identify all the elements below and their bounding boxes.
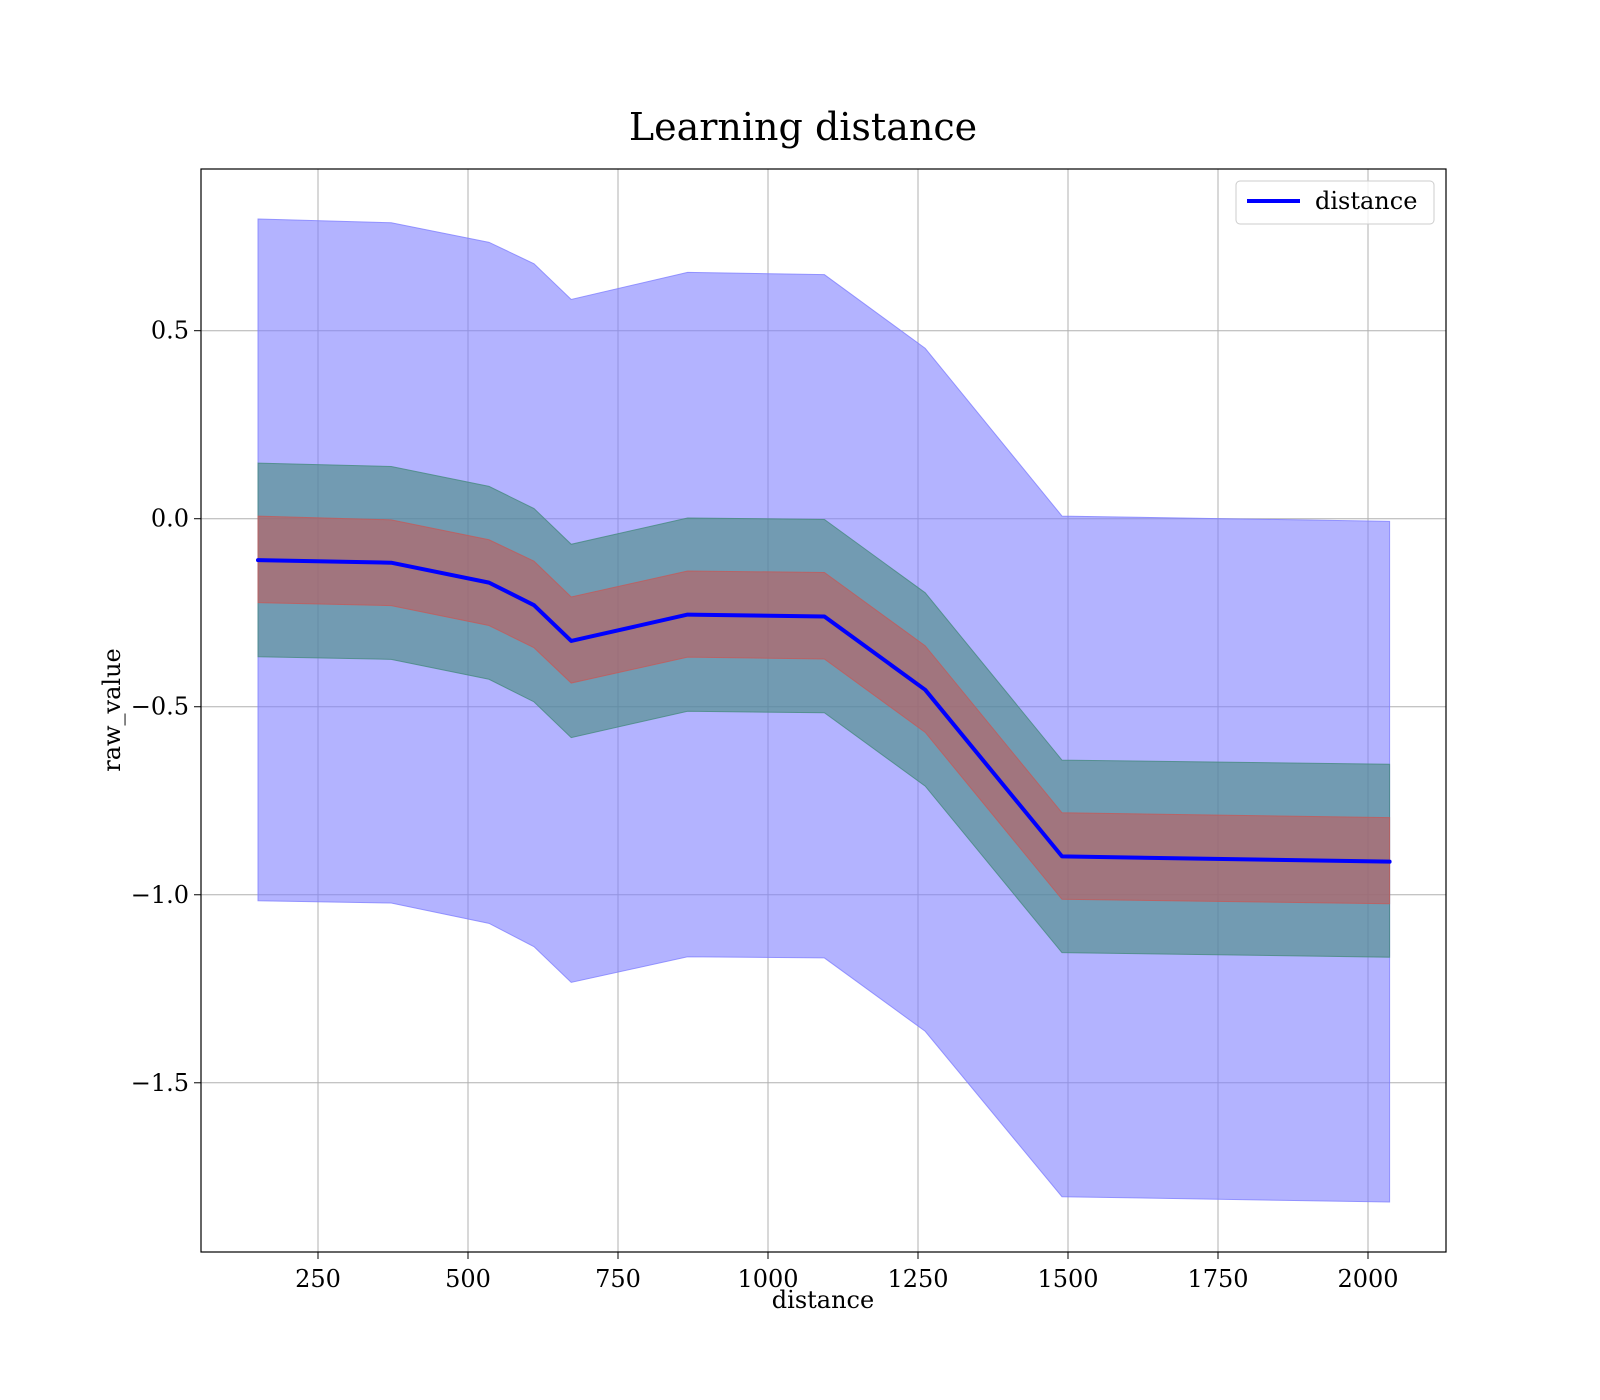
legend-box: [1235, 180, 1435, 225]
x-tick-label: 500: [445, 1265, 491, 1293]
x-tick-label: 1750: [1187, 1265, 1248, 1293]
x-tick-label: 750: [595, 1265, 641, 1293]
y-axis-ticks: 0.5 0.0 −0.5 −1.0 −1.5: [131, 317, 201, 1097]
legend: distance: [1235, 180, 1435, 225]
x-tick-label: 1500: [1037, 1265, 1098, 1293]
legend-label: distance: [1315, 187, 1417, 215]
x-tick-label: 2000: [1337, 1265, 1398, 1293]
y-tick-label: 0.0: [151, 505, 189, 533]
x-tick-label: 1000: [737, 1265, 798, 1293]
x-tick-label: 250: [295, 1265, 341, 1293]
x-axis-label: distance: [772, 1286, 874, 1314]
y-tick-label: −1.0: [131, 881, 189, 909]
y-tick-label: 0.5: [151, 317, 189, 345]
confidence-bands: [257, 218, 1391, 1203]
x-tick-label: 1250: [887, 1265, 948, 1293]
x-axis-ticks: 250 500 750 1000 1250 1500 1750 2000: [295, 1252, 1399, 1293]
y-tick-label: −1.5: [131, 1069, 189, 1097]
plot-frame: [200, 168, 1447, 1253]
y-tick-label: −0.5: [131, 693, 189, 721]
data-lines: [256, 558, 1392, 864]
series-line-0: [256, 558, 1392, 864]
y-axis-label: raw_value: [98, 648, 126, 772]
chart-title: Learning distance: [629, 105, 977, 149]
